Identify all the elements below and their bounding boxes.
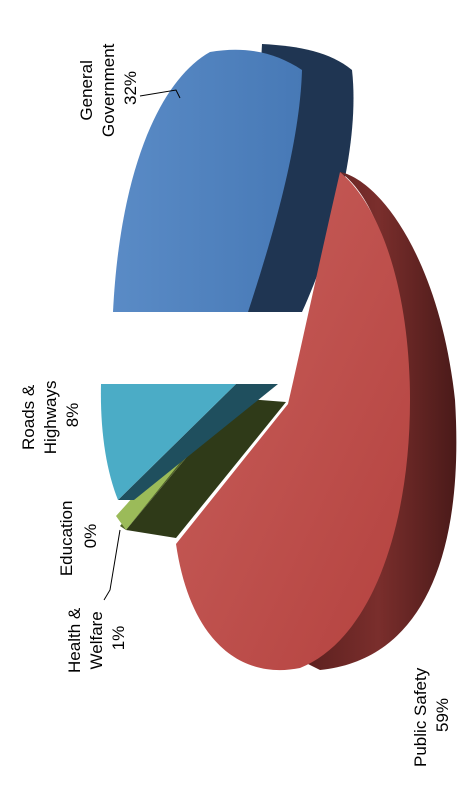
slice-public-safety-side <box>300 172 457 670</box>
label-general-government-pct: 32% <box>121 71 140 105</box>
label-general-government: General Government 32% <box>77 39 140 137</box>
slice-general-government <box>113 44 354 312</box>
label-public-safety: Public Safety 59% <box>411 663 452 767</box>
label-roads-highways: Roads & Highways 8% <box>19 376 82 454</box>
label-health-welfare: Health & Welfare 1% <box>65 603 128 673</box>
leader-line-general-government <box>139 89 181 99</box>
label-roads-highways-line-2: Highways <box>41 381 60 455</box>
label-roads-highways-line-1: Roads & <box>19 384 38 450</box>
slice-public-safety <box>176 172 457 671</box>
slice-roads-highways <box>100 384 278 500</box>
label-health-welfare-line-2: Welfare <box>87 611 106 669</box>
slice-general-government-top <box>113 49 302 312</box>
leader-line-health-welfare <box>103 529 121 601</box>
label-education-line-1: Education <box>57 501 76 577</box>
slice-roads-highways-top <box>100 384 236 500</box>
label-roads-highways-pct: 8% <box>63 403 82 428</box>
label-education-pct: 0% <box>81 524 100 549</box>
label-health-welfare-pct: 1% <box>109 626 128 651</box>
slice-roads-highways-side <box>118 384 278 500</box>
label-public-safety-pct: 59% <box>433 698 452 732</box>
label-education: Education 0% <box>57 496 100 576</box>
label-general-government-line-2: Government <box>99 43 118 137</box>
slice-public-safety-top <box>176 172 410 671</box>
label-general-government-line-1: General <box>77 60 96 120</box>
slice-education-side <box>126 398 286 538</box>
label-health-welfare-line-1: Health & <box>65 607 84 673</box>
label-public-safety-line-1: Public Safety <box>411 667 430 767</box>
